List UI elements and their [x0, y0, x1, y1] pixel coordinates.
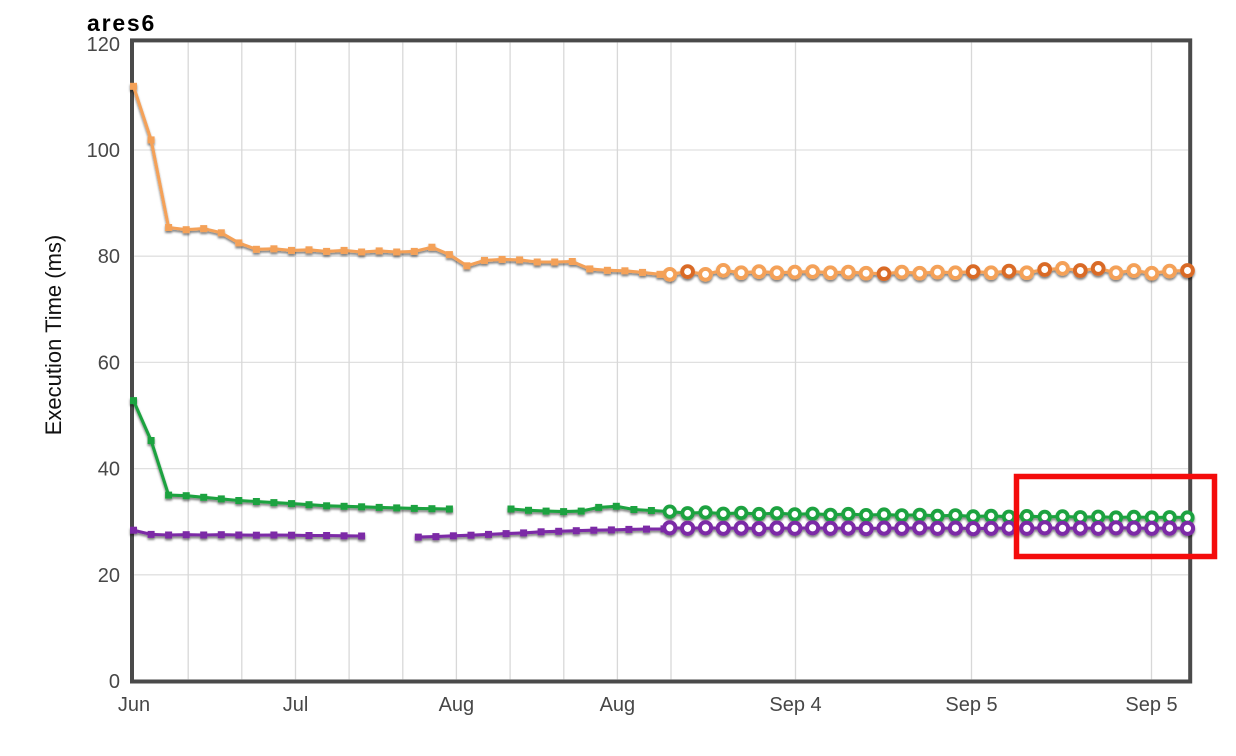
- svg-text:20: 20: [98, 565, 120, 587]
- svg-text:Aug: Aug: [600, 694, 636, 716]
- svg-text:Jun: Jun: [118, 694, 150, 716]
- svg-text:Sep 5: Sep 5: [945, 694, 997, 716]
- svg-text:Sep 4: Sep 4: [769, 694, 821, 716]
- svg-text:Execution Time (ms): Execution Time (ms): [41, 235, 66, 436]
- svg-text:ares6: ares6: [87, 10, 156, 36]
- svg-text:Jul: Jul: [283, 694, 309, 716]
- svg-text:120: 120: [87, 34, 120, 56]
- svg-text:0: 0: [109, 671, 120, 693]
- svg-text:80: 80: [98, 246, 120, 268]
- svg-text:100: 100: [87, 140, 120, 162]
- svg-text:40: 40: [98, 459, 120, 481]
- svg-text:Sep 5: Sep 5: [1125, 694, 1177, 716]
- svg-text:60: 60: [98, 352, 120, 374]
- svg-text:Aug: Aug: [439, 694, 475, 716]
